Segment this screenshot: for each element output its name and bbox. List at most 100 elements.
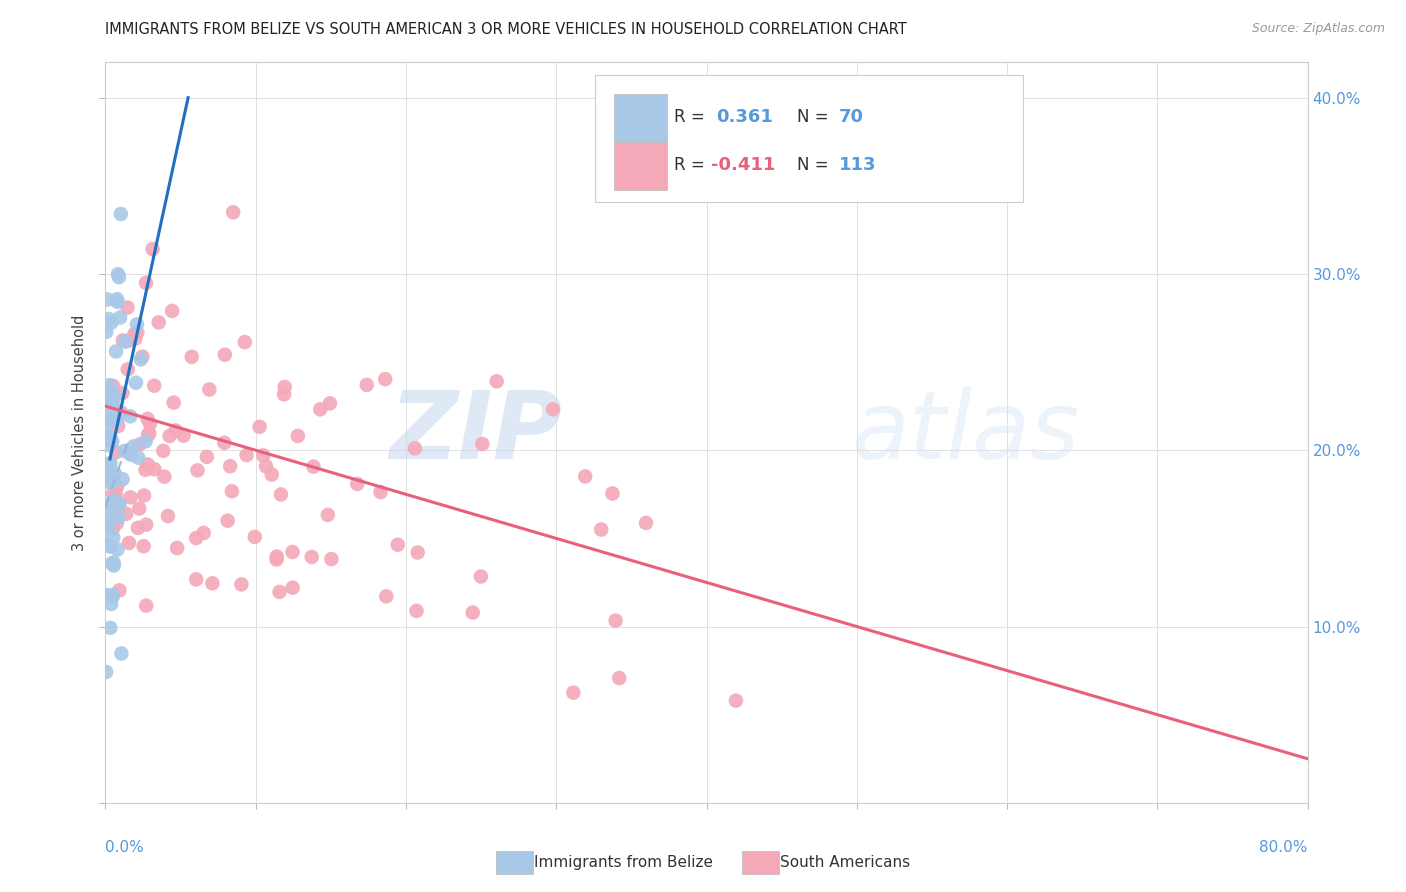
Point	[132, 488, 155, 502]
Point	[96, 458, 118, 472]
Point	[96, 409, 118, 424]
Point	[243, 530, 266, 544]
Point	[108, 497, 131, 511]
Point	[108, 310, 131, 325]
Point	[128, 437, 150, 451]
Point	[136, 427, 159, 442]
Point	[634, 516, 657, 530]
Text: N =: N =	[797, 155, 834, 174]
Point	[101, 522, 124, 536]
Point	[607, 671, 630, 685]
Point	[105, 344, 128, 359]
Point	[101, 467, 124, 482]
Point	[124, 332, 146, 346]
Point	[152, 443, 174, 458]
Point	[96, 516, 118, 530]
Point	[101, 413, 124, 427]
Text: -0.411: -0.411	[711, 155, 776, 174]
Point	[118, 536, 141, 550]
Point	[117, 362, 139, 376]
Point	[124, 326, 146, 341]
Point	[101, 588, 124, 602]
Point	[100, 434, 122, 449]
Point	[574, 469, 596, 483]
Point	[724, 694, 747, 708]
Point	[120, 446, 142, 460]
Point	[186, 463, 208, 477]
Point	[136, 458, 159, 472]
Point	[107, 267, 129, 281]
Point	[100, 476, 122, 491]
Point	[110, 207, 132, 221]
Text: N =: N =	[797, 108, 834, 127]
Point	[316, 508, 339, 522]
Point	[97, 503, 120, 517]
Point	[100, 456, 122, 470]
Point	[142, 242, 165, 256]
Text: 113: 113	[839, 155, 876, 174]
Point	[163, 395, 186, 409]
Point	[98, 469, 121, 483]
Point	[274, 380, 297, 394]
Point	[117, 301, 139, 315]
Point	[107, 294, 129, 309]
Point	[135, 276, 157, 290]
Point	[591, 523, 613, 537]
Point	[101, 487, 124, 501]
Point	[405, 604, 427, 618]
Point	[173, 428, 195, 442]
Point	[103, 493, 125, 508]
Point	[101, 434, 124, 449]
Point	[127, 450, 149, 465]
Point	[159, 429, 181, 443]
Point	[111, 334, 134, 348]
Point	[269, 585, 291, 599]
Point	[138, 426, 160, 441]
Point	[153, 469, 176, 483]
Point	[122, 440, 145, 454]
Point	[98, 429, 121, 443]
Point	[166, 541, 188, 555]
Point	[120, 448, 142, 462]
Text: Immigrants from Belize: Immigrants from Belize	[534, 855, 713, 870]
Point	[346, 477, 368, 491]
Point	[201, 576, 224, 591]
Point	[309, 402, 332, 417]
Point	[374, 372, 396, 386]
Point	[249, 419, 271, 434]
Point	[129, 352, 152, 367]
Point	[235, 448, 257, 462]
Point	[321, 552, 343, 566]
Point	[101, 379, 124, 393]
Point	[105, 479, 128, 493]
FancyBboxPatch shape	[595, 75, 1022, 202]
Point	[356, 378, 378, 392]
Text: 70: 70	[839, 108, 863, 127]
Point	[96, 325, 118, 339]
Point	[160, 304, 183, 318]
Point	[107, 418, 129, 433]
Point	[97, 438, 120, 452]
Point	[127, 521, 149, 535]
Point	[562, 685, 585, 699]
Point	[281, 545, 304, 559]
Point	[101, 393, 124, 408]
Point	[101, 392, 124, 406]
Point	[136, 412, 159, 426]
Point	[105, 516, 128, 531]
Point	[266, 549, 288, 564]
Point	[266, 552, 288, 566]
Point	[97, 429, 120, 443]
Point	[143, 378, 166, 392]
Point	[254, 459, 277, 474]
Point	[108, 510, 131, 524]
Point	[148, 315, 170, 329]
Point	[96, 588, 118, 602]
Point	[96, 474, 118, 488]
Point	[103, 558, 125, 573]
Point	[135, 517, 157, 532]
Point	[110, 647, 132, 661]
Point	[404, 442, 426, 456]
Text: 0.361: 0.361	[716, 108, 773, 127]
Point	[193, 526, 215, 541]
